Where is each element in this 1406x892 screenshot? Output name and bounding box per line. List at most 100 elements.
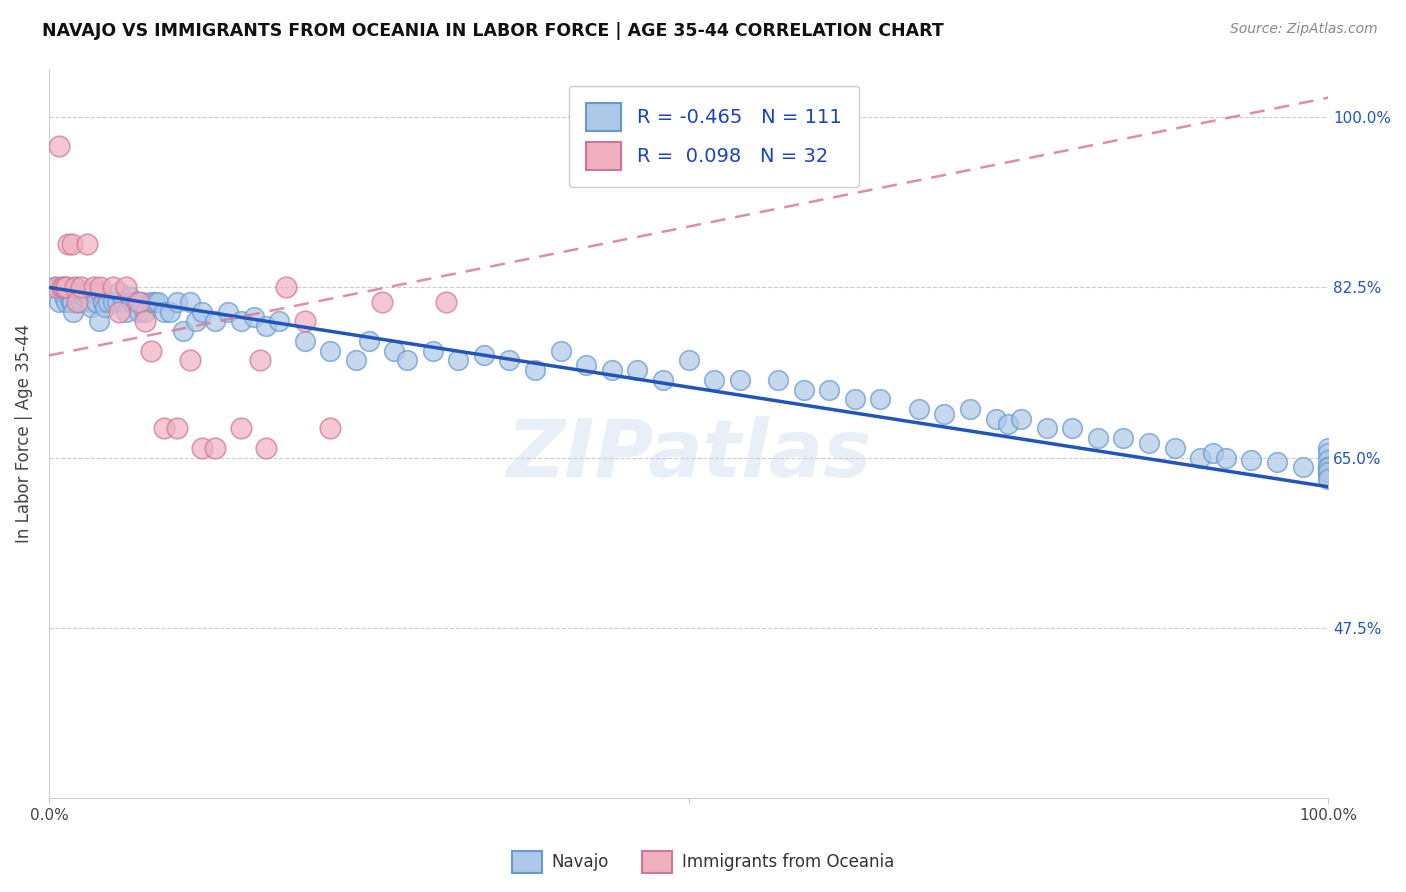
- Point: [51, 280, 73, 294]
- Point: [87, 314, 110, 328]
- Y-axis label: In Labor Force | Age 35-44: In Labor Force | Age 35-44: [15, 324, 32, 543]
- Point: [728, 373, 751, 387]
- Point: [254, 319, 277, 334]
- Point: [105, 295, 128, 310]
- Point: [1317, 470, 1340, 484]
- Point: [626, 363, 648, 377]
- Point: [134, 314, 156, 328]
- Text: NAVAJO VS IMMIGRANTS FROM OCEANIA IN LABOR FORCE | AGE 35-44 CORRELATION CHART: NAVAJO VS IMMIGRANTS FROM OCEANIA IN LAB…: [42, 22, 943, 40]
- Point: [83, 280, 105, 294]
- Point: [48, 139, 70, 153]
- Point: [44, 280, 66, 294]
- Point: [396, 353, 419, 368]
- Point: [1317, 452, 1340, 467]
- Point: [422, 343, 444, 358]
- Point: [76, 236, 98, 251]
- Point: [66, 290, 89, 304]
- Point: [141, 295, 163, 310]
- Point: [108, 304, 131, 318]
- Point: [1112, 431, 1135, 445]
- Point: [55, 295, 77, 310]
- Point: [1317, 460, 1340, 475]
- Point: [179, 295, 201, 310]
- Point: [125, 295, 148, 310]
- Point: [269, 314, 291, 328]
- Legend: Navajo, Immigrants from Oceania: Navajo, Immigrants from Oceania: [505, 845, 901, 880]
- Point: [63, 280, 86, 294]
- Point: [101, 280, 124, 294]
- Point: [73, 285, 96, 300]
- Point: [1265, 455, 1288, 469]
- Point: [274, 280, 297, 294]
- Point: [114, 304, 136, 318]
- Point: [498, 353, 520, 368]
- Point: [229, 314, 252, 328]
- Point: [703, 373, 725, 387]
- Point: [128, 295, 150, 310]
- Point: [184, 314, 207, 328]
- Point: [141, 343, 163, 358]
- Point: [191, 304, 214, 318]
- Point: [179, 353, 201, 368]
- Point: [1062, 421, 1084, 435]
- Point: [766, 373, 789, 387]
- Point: [83, 285, 105, 300]
- Point: [1087, 431, 1109, 445]
- Point: [1317, 460, 1340, 475]
- Point: [146, 295, 169, 310]
- Point: [652, 373, 675, 387]
- Point: [524, 363, 547, 377]
- Point: [600, 363, 623, 377]
- Point: [166, 421, 188, 435]
- Point: [55, 280, 77, 294]
- Point: [1215, 450, 1237, 465]
- Point: [89, 285, 111, 300]
- Point: [70, 295, 93, 310]
- Point: [249, 353, 271, 368]
- Point: [67, 295, 90, 310]
- Legend: R = -0.465   N = 111, R =  0.098   N = 32: R = -0.465 N = 111, R = 0.098 N = 32: [569, 86, 859, 187]
- Point: [70, 285, 93, 300]
- Point: [984, 411, 1007, 425]
- Point: [1137, 436, 1160, 450]
- Point: [62, 304, 84, 318]
- Point: [112, 295, 135, 310]
- Point: [70, 280, 93, 294]
- Point: [678, 353, 700, 368]
- Point: [1189, 450, 1212, 465]
- Point: [91, 295, 114, 310]
- Point: [447, 353, 470, 368]
- Point: [118, 290, 141, 304]
- Point: [818, 383, 841, 397]
- Point: [143, 295, 166, 310]
- Point: [1291, 460, 1313, 475]
- Point: [114, 280, 136, 294]
- Point: [128, 304, 150, 318]
- Point: [434, 295, 457, 310]
- Point: [370, 295, 392, 310]
- Point: [72, 290, 94, 304]
- Point: [191, 441, 214, 455]
- Point: [66, 295, 89, 310]
- Point: [242, 310, 264, 324]
- Point: [60, 236, 83, 251]
- Point: [217, 304, 239, 318]
- Point: [1317, 465, 1340, 479]
- Point: [793, 383, 815, 397]
- Point: [357, 334, 380, 348]
- Point: [319, 343, 342, 358]
- Point: [159, 304, 181, 318]
- Point: [172, 324, 194, 338]
- Point: [56, 236, 79, 251]
- Point: [153, 304, 176, 318]
- Point: [1240, 452, 1263, 467]
- Point: [46, 280, 69, 294]
- Point: [134, 304, 156, 318]
- Point: [80, 300, 103, 314]
- Point: [76, 285, 98, 300]
- Point: [59, 295, 82, 310]
- Point: [94, 300, 117, 314]
- Point: [56, 280, 79, 294]
- Point: [382, 343, 405, 358]
- Point: [44, 280, 66, 294]
